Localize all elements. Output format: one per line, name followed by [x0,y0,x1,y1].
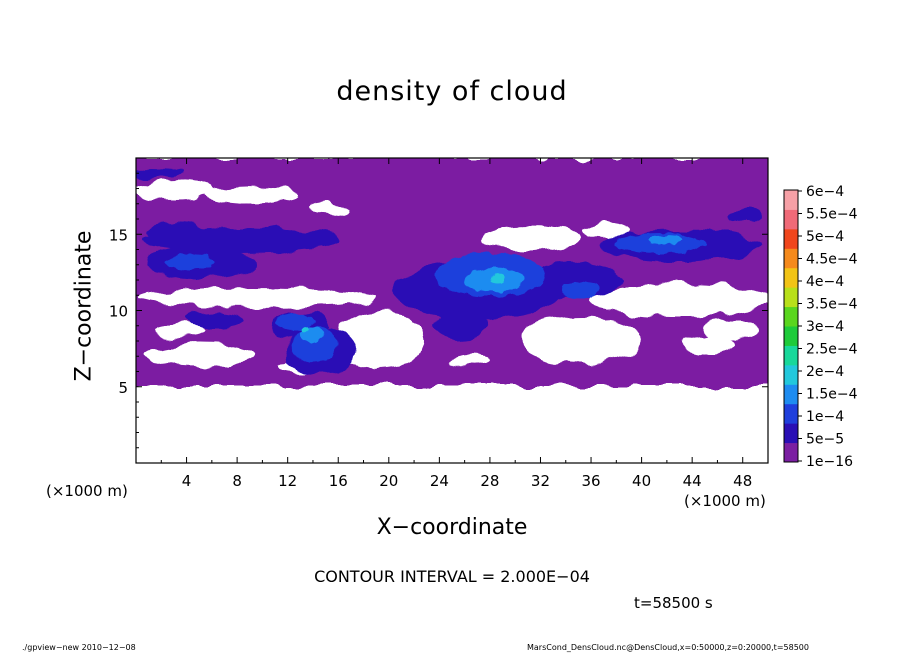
x-tick-label: 16 [329,472,348,490]
colorbar-segment [784,228,798,249]
colorbar-segment [784,306,798,327]
colorbar-segment [784,326,798,346]
colorbar-label: 6e−4 [806,184,844,200]
colorbar-label: 2.5e−4 [806,342,858,358]
x-axis-ticks: 4 8 12 16 20 24 28 32 36 40 44 48 [160,158,752,490]
colorbar-segment [784,267,798,288]
x-tick-label: 40 [632,472,651,490]
x-tick-label: 32 [531,472,550,490]
colorbar-segment [784,403,798,424]
y-tick-label: 10 [109,303,128,321]
colorbar-segment [784,209,798,230]
x-tick-label: 12 [278,472,297,490]
y-tick-label: 5 [118,379,128,397]
x-tick-label: 48 [733,472,752,490]
x-axis-unit-right: (×1000 m) [684,492,766,510]
cloud-density-field [136,158,768,386]
x-tick-label: 36 [581,472,600,490]
y-tick-label: 15 [109,226,128,244]
colorbar-label: 4e−4 [806,274,844,290]
colorbar-label: 3.5e−4 [806,297,858,313]
colorbar-segment [784,190,798,210]
x-tick-label: 8 [232,472,242,490]
colorbar-label: 4.5e−4 [806,252,858,268]
colorbar-label: 1e−4 [806,409,844,425]
colorbar-label: 5e−4 [806,229,844,245]
colorbar-segment [784,384,798,405]
colorbar-label: 5.5e−4 [806,207,858,223]
colorbar-segment [784,423,798,444]
colorbar-label: 2e−4 [806,364,844,380]
x-tick-label: 44 [683,472,702,490]
x-tick-label: 24 [430,472,449,490]
x-tick-label: 20 [379,472,398,490]
colorbar-segment [784,442,798,463]
x-axis-label: X−coordinate [376,515,528,540]
y-axis-ticks: 5 10 15 [109,172,768,449]
colorbar-segment [784,364,798,385]
chart-title: density of cloud [336,76,568,107]
time-label: t=58500 s [634,594,713,612]
x-tick-label: 28 [480,472,499,490]
level-2e-4 [302,275,506,331]
colorbar-label: 1.5e−4 [806,387,858,403]
colorbar-label: 3e−4 [806,319,844,335]
colorbar-label: 5e−5 [806,432,844,448]
colorbar-segment [784,287,798,308]
footer-left: ./gpview−new 2010−12−08 [22,643,136,652]
colorbar-segment [784,248,798,269]
x-axis-unit-left: (×1000 m) [46,482,128,500]
footer-right: MarsCond_DensCloud.nc@DensCloud,x=0:5000… [527,643,809,652]
colorbar-segment [784,345,798,366]
colorbar-label: 1e−16 [806,454,853,470]
colorbar: 1e−16 5e−5 1e−4 1.5e−4 2e−4 2.5e−4 3e−4 3.5e−4 4… [783,184,858,470]
x-tick-label: 4 [182,472,192,490]
contour-interval: CONTOUR INTERVAL = 2.000E−04 [314,567,590,586]
cloud-gaps [136,180,768,372]
